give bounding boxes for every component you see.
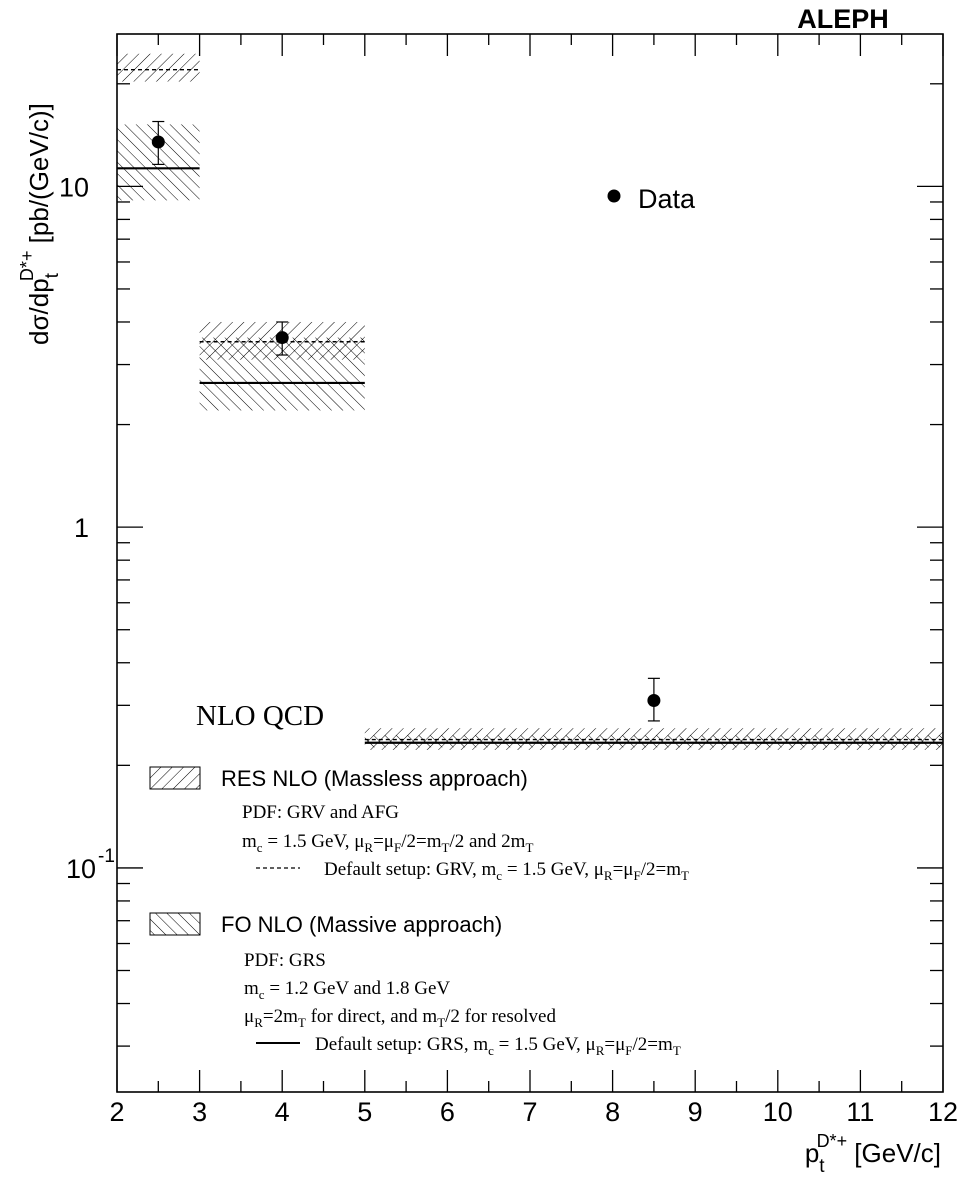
res-pdf-text: PDF: GRV and AFG (242, 802, 399, 823)
default-setup-lines (117, 68, 943, 744)
x-tick-label: 6 (440, 1097, 455, 1127)
x-axis-label-base: p (805, 1138, 819, 1168)
y-axis-label-prefix: dσ/dp (24, 278, 54, 345)
nlo-qcd-label: NLO QCD (196, 700, 324, 732)
data-point (151, 135, 165, 149)
fo-scales-text: μR=2mT for direct, and mT/2 for resolved (244, 1006, 556, 1030)
x-axis-label-sub: t (819, 1156, 825, 1177)
x-tick-label: 10 (763, 1097, 793, 1127)
data-point (275, 331, 289, 345)
data-legend-marker (607, 189, 621, 203)
x-tick-label: 11 (846, 1097, 874, 1127)
chart-title: ALEPH (797, 4, 889, 34)
y-tick-label: 10 (66, 854, 96, 884)
x-tick-label: 7 (522, 1097, 537, 1127)
res-default-text: Default setup: GRV, mc = 1.5 GeV, μR=μF/… (324, 859, 689, 883)
x-tick-label: 12 (928, 1097, 958, 1127)
x-tick-label: 5 (357, 1097, 372, 1127)
x-tick-label: 3 (192, 1097, 207, 1127)
y-tick-label: 10 (59, 172, 89, 202)
fo-pdf-text: PDF: GRS (244, 950, 326, 971)
fo-default-text: Default setup: GRS, mc = 1.5 GeV, μR=μF/… (315, 1034, 681, 1058)
data-point (647, 693, 661, 707)
x-axis-label-sup: D*+ (817, 1131, 848, 1151)
y-axis-label: dσ/dpt D*+ [pb/(GeV/c)] (17, 103, 63, 345)
x-axis-label-unit: [GeV/c] (847, 1138, 941, 1168)
res-scales-text: mc = 1.5 GeV, μR=μF/2=mT/2 and 2mT (242, 831, 533, 855)
x-tick-label: 2 (109, 1097, 124, 1127)
x-tick-label: 8 (605, 1097, 620, 1127)
fo-nlo-legend-swatch (149, 912, 201, 936)
res-nlo-legend-swatch (149, 766, 201, 790)
axis-ticks (116, 34, 944, 1092)
x-tick-label: 9 (688, 1097, 703, 1127)
y-axis-label-unit: [pb/(GeV/c)] (24, 103, 54, 250)
y-axis-label-sup: D*+ (17, 251, 37, 282)
data-legend-label: Data (638, 184, 696, 214)
fo-nlo-legend-label: FO NLO (Massive approach) (221, 912, 502, 937)
x-tick-label: 4 (275, 1097, 290, 1127)
data-points (151, 120, 661, 722)
fo-nlo-bands (117, 124, 943, 748)
res-nlo-legend-label: RES NLO (Massless approach) (221, 766, 528, 791)
fo-mass-text: mc = 1.2 GeV and 1.8 GeV (244, 978, 450, 1002)
x-axis-label: pt D*+ [GeV/c] (805, 1131, 941, 1177)
y-tick-label: 1 (74, 513, 89, 543)
y-axis-label-sub: t (42, 272, 63, 278)
y-tick-label-exponent: -1 (98, 846, 115, 867)
res-nlo-band (117, 53, 200, 82)
